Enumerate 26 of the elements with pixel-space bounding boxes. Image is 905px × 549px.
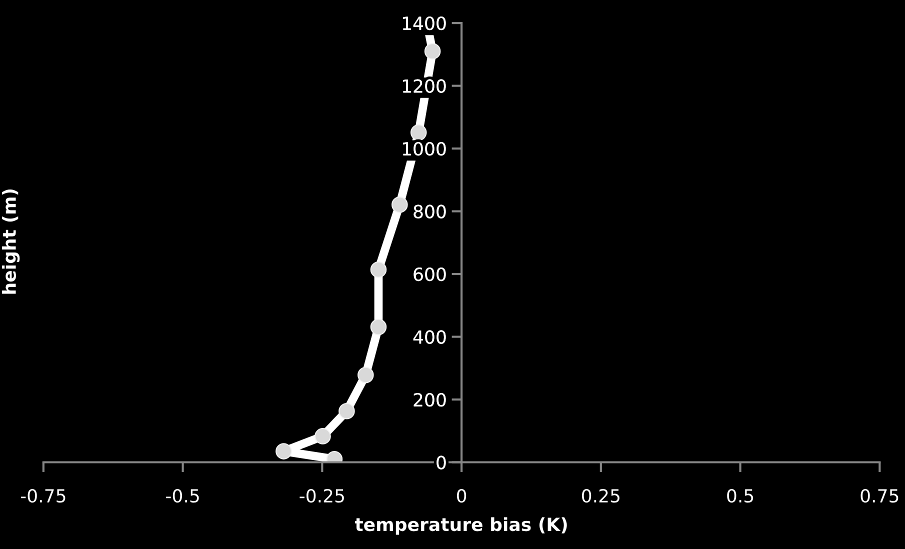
y-tick-label: 1000: [403, 142, 446, 156]
point: [276, 443, 292, 460]
y-tick-label: 0: [436, 456, 446, 470]
y-tick-label: 200: [414, 392, 446, 407]
x-axis-title: temperature bias (K): [354, 517, 567, 535]
point: [410, 124, 427, 141]
point: [424, 43, 441, 60]
point: [358, 366, 374, 384]
point: [370, 261, 387, 278]
y-axis-title: height (m): [2, 189, 20, 294]
x-tick-label: 0: [456, 488, 466, 503]
x-tick-label: -0.75: [20, 488, 66, 503]
x-tick-label: 0.5: [727, 488, 754, 503]
y-tick-label: 1400: [403, 16, 446, 30]
x-tick-label: 0.25: [582, 488, 620, 503]
y-tick-label: 800: [414, 204, 446, 218]
point: [392, 196, 408, 213]
point: [338, 402, 355, 420]
y-tick-label: 600: [414, 267, 446, 282]
x-tick-label: -0.5: [166, 488, 199, 503]
y-tick-label: 400: [413, 330, 446, 344]
point: [314, 428, 331, 444]
point: [370, 318, 387, 336]
y-tick-label: 1200: [403, 79, 446, 93]
x-tick-label: 0.75: [860, 488, 898, 503]
x-tick-label: -0.25: [300, 488, 344, 503]
